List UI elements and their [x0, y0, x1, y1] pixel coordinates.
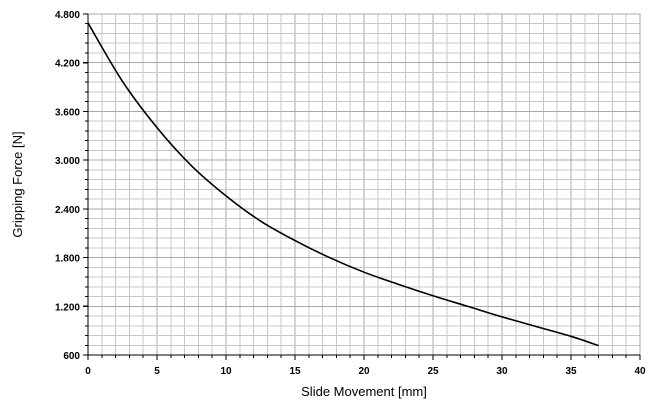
grid	[87, 13, 641, 356]
y-axis-label: Gripping Force [N]	[10, 131, 25, 237]
y-tick-label: 4.200	[55, 59, 80, 70]
x-axis-label: Slide Movement [mm]	[301, 384, 427, 399]
x-axis-ticks: 0 5 10 15 20 25 30 35 40	[85, 355, 646, 377]
x-tick-label: 35	[565, 366, 577, 377]
x-tick-label: 10	[220, 366, 232, 377]
x-tick-label: 0	[85, 366, 91, 377]
x-tick-label: 40	[634, 366, 646, 377]
y-tick-label: 4.800	[55, 10, 80, 21]
x-tick-label: 15	[289, 366, 301, 377]
y-tick-label: 3.000	[55, 156, 80, 167]
y-tick-label: 3.600	[55, 107, 80, 118]
y-tick-label: 1.800	[55, 254, 80, 265]
x-tick-label: 30	[496, 366, 508, 377]
y-axis-ticks: 600 1.200 1.800 2.400 3.000 3.600 4.200 4.800	[55, 10, 88, 362]
y-tick-label: 2.400	[55, 205, 80, 216]
y-tick-label: 1.200	[55, 302, 80, 313]
y-tick-label: 600	[63, 351, 80, 362]
series-line	[87, 22, 599, 347]
x-tick-label: 20	[358, 366, 370, 377]
x-tick-label: 5	[154, 366, 160, 377]
x-tick-label: 25	[427, 366, 439, 377]
